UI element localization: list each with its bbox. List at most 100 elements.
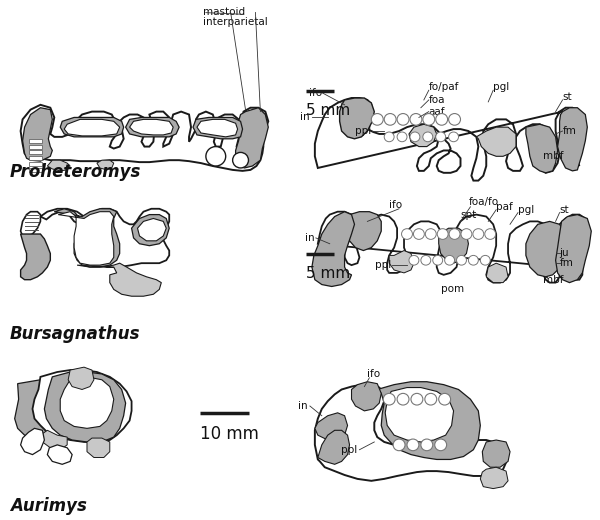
Polygon shape bbox=[20, 428, 44, 454]
Circle shape bbox=[206, 147, 226, 166]
Circle shape bbox=[435, 439, 446, 451]
Circle shape bbox=[423, 113, 435, 125]
Circle shape bbox=[411, 393, 423, 405]
Text: fo/paf: fo/paf bbox=[429, 82, 459, 93]
Polygon shape bbox=[40, 430, 67, 450]
Polygon shape bbox=[315, 385, 506, 481]
Text: mastoid: mastoid bbox=[203, 7, 245, 18]
Polygon shape bbox=[340, 98, 374, 139]
Circle shape bbox=[410, 113, 422, 125]
Polygon shape bbox=[17, 396, 40, 404]
Polygon shape bbox=[318, 212, 589, 282]
Polygon shape bbox=[486, 263, 508, 282]
Polygon shape bbox=[526, 124, 557, 173]
Polygon shape bbox=[318, 430, 350, 464]
Polygon shape bbox=[315, 98, 583, 180]
Text: fm: fm bbox=[560, 258, 574, 268]
Polygon shape bbox=[409, 124, 437, 147]
Polygon shape bbox=[352, 382, 381, 411]
Polygon shape bbox=[315, 413, 347, 440]
Circle shape bbox=[425, 229, 436, 239]
Circle shape bbox=[437, 229, 448, 239]
Circle shape bbox=[449, 132, 458, 142]
Text: foa/fo: foa/fo bbox=[469, 197, 499, 207]
Circle shape bbox=[409, 255, 419, 265]
Text: 10 mm: 10 mm bbox=[200, 425, 259, 443]
Circle shape bbox=[439, 393, 451, 405]
Circle shape bbox=[401, 229, 412, 239]
Polygon shape bbox=[236, 108, 268, 168]
Text: Proheteromys: Proheteromys bbox=[10, 163, 141, 181]
Polygon shape bbox=[347, 212, 381, 251]
Polygon shape bbox=[557, 108, 587, 171]
Text: interparietal: interparietal bbox=[203, 17, 268, 27]
Polygon shape bbox=[29, 150, 43, 154]
Text: ifo: ifo bbox=[308, 88, 322, 98]
Circle shape bbox=[397, 113, 409, 125]
Polygon shape bbox=[482, 440, 510, 467]
Text: ppl: ppl bbox=[341, 445, 358, 454]
Polygon shape bbox=[44, 372, 125, 442]
Polygon shape bbox=[481, 467, 508, 489]
Text: ifo: ifo bbox=[367, 369, 380, 379]
Polygon shape bbox=[60, 118, 124, 137]
Polygon shape bbox=[32, 370, 131, 442]
Text: mbf: mbf bbox=[543, 151, 563, 161]
Polygon shape bbox=[77, 263, 161, 296]
Text: Bursagnathus: Bursagnathus bbox=[10, 325, 140, 343]
Text: pgl: pgl bbox=[493, 82, 509, 93]
Polygon shape bbox=[193, 118, 242, 139]
Circle shape bbox=[407, 439, 419, 451]
Polygon shape bbox=[476, 127, 516, 157]
Polygon shape bbox=[47, 160, 70, 171]
Text: pgl: pgl bbox=[518, 205, 534, 215]
Circle shape bbox=[445, 255, 455, 265]
Polygon shape bbox=[20, 234, 50, 280]
Polygon shape bbox=[137, 218, 166, 241]
Polygon shape bbox=[64, 120, 119, 136]
Text: foa: foa bbox=[429, 95, 445, 105]
Polygon shape bbox=[17, 406, 40, 414]
Polygon shape bbox=[20, 212, 40, 236]
Polygon shape bbox=[29, 139, 43, 142]
Polygon shape bbox=[556, 215, 591, 282]
Text: ppl: ppl bbox=[355, 126, 371, 136]
Polygon shape bbox=[23, 108, 52, 161]
Text: paf: paf bbox=[496, 202, 513, 212]
Polygon shape bbox=[29, 168, 43, 172]
Circle shape bbox=[449, 229, 460, 239]
Polygon shape bbox=[389, 251, 414, 273]
Text: pom: pom bbox=[440, 284, 464, 294]
Polygon shape bbox=[47, 445, 72, 464]
Circle shape bbox=[397, 132, 407, 142]
Text: mbf: mbf bbox=[543, 275, 563, 284]
Polygon shape bbox=[526, 222, 566, 277]
Text: fm: fm bbox=[563, 126, 577, 136]
Circle shape bbox=[397, 393, 409, 405]
Polygon shape bbox=[87, 438, 110, 458]
Polygon shape bbox=[17, 415, 40, 423]
Circle shape bbox=[383, 393, 395, 405]
Text: ju: ju bbox=[560, 249, 569, 258]
Circle shape bbox=[469, 255, 478, 265]
Circle shape bbox=[421, 439, 433, 451]
Text: 5 mm: 5 mm bbox=[306, 103, 350, 118]
Polygon shape bbox=[385, 387, 454, 442]
Polygon shape bbox=[17, 386, 40, 394]
Circle shape bbox=[449, 113, 461, 125]
Circle shape bbox=[473, 229, 484, 239]
Circle shape bbox=[371, 113, 383, 125]
Polygon shape bbox=[20, 105, 268, 171]
Text: 5 mm: 5 mm bbox=[306, 266, 350, 281]
Polygon shape bbox=[125, 118, 179, 137]
Polygon shape bbox=[29, 162, 43, 166]
Circle shape bbox=[423, 132, 433, 142]
Circle shape bbox=[393, 439, 405, 451]
Polygon shape bbox=[29, 157, 43, 160]
Circle shape bbox=[384, 113, 396, 125]
Text: ppl: ppl bbox=[375, 260, 391, 270]
Polygon shape bbox=[40, 209, 169, 267]
Circle shape bbox=[436, 132, 446, 142]
Text: spt: spt bbox=[461, 210, 477, 219]
Circle shape bbox=[421, 255, 431, 265]
